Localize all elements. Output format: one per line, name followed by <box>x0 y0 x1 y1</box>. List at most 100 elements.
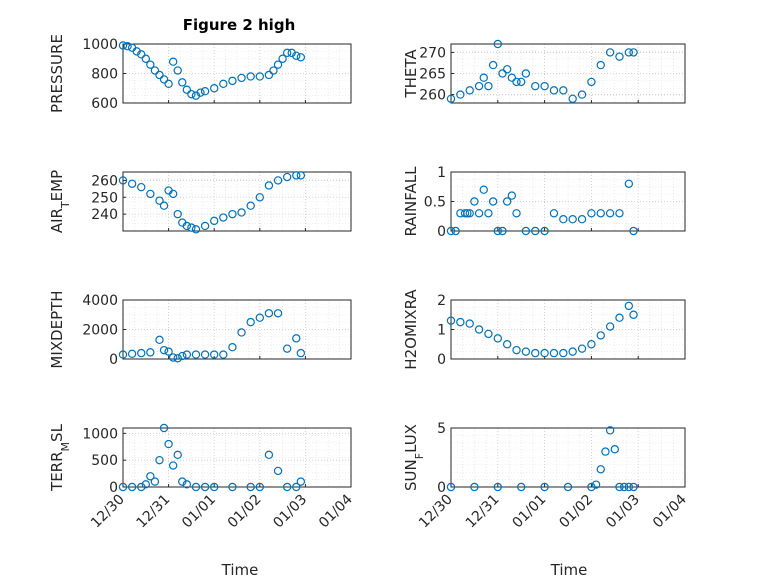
data-point <box>549 86 559 95</box>
y-tick-label: 0 <box>109 480 118 496</box>
data-point <box>159 423 169 433</box>
data-point <box>493 482 502 492</box>
data-point <box>531 81 540 91</box>
data-point <box>521 69 531 78</box>
y-axis-label: SUNFLUX <box>402 424 426 491</box>
data-point <box>168 189 178 199</box>
data-point <box>624 301 634 311</box>
data-point <box>470 197 479 206</box>
subplot-mixdepth: 0 2000 4000 MIXDEPTH <box>48 290 352 369</box>
data-point <box>488 197 498 206</box>
y-tick-label: 800 <box>91 67 118 83</box>
data-point <box>292 171 301 180</box>
data-point <box>292 482 301 492</box>
data-point <box>493 39 502 49</box>
data-point <box>200 350 210 359</box>
data-point <box>512 77 521 87</box>
y-tick-label: 600 <box>91 96 118 112</box>
data-point <box>629 48 638 57</box>
data-point <box>273 309 283 318</box>
data-point <box>191 225 201 234</box>
data-point <box>605 322 615 331</box>
subplot-h2omixra: 0 1 2 H2OMIXRA <box>402 289 686 370</box>
data-point <box>273 176 283 185</box>
data-point <box>246 201 255 210</box>
data-point <box>127 482 137 492</box>
data-point <box>479 73 488 82</box>
y-tick-label: 1000 <box>82 37 118 53</box>
data-point <box>155 70 164 80</box>
data-point <box>484 81 493 91</box>
data-point <box>137 50 146 59</box>
data-point <box>146 348 155 357</box>
data-point <box>624 179 634 188</box>
y-tick-label: 265 <box>419 67 446 83</box>
data-point <box>182 480 192 489</box>
data-point <box>591 480 601 489</box>
data-point <box>173 66 182 75</box>
data-point <box>296 171 306 180</box>
data-point <box>237 208 246 217</box>
data-point <box>168 461 178 470</box>
data-point <box>629 482 638 492</box>
data-point <box>141 54 150 63</box>
data-point <box>465 86 474 95</box>
data-point <box>498 69 507 78</box>
y-axis-label: AIRTEMP <box>48 170 72 233</box>
data-point <box>264 450 274 460</box>
data-point <box>137 348 146 358</box>
data-point <box>273 466 283 476</box>
data-point <box>484 329 493 339</box>
data-point <box>596 60 605 70</box>
data-point <box>474 81 484 91</box>
y-tick-label: 0 <box>437 224 446 240</box>
data-point <box>127 349 137 359</box>
axes-box <box>450 427 686 488</box>
data-point <box>465 319 474 328</box>
data-point <box>237 328 246 337</box>
data-point <box>549 348 559 358</box>
data-point <box>502 65 512 74</box>
data-point <box>173 209 182 219</box>
y-tick-label: 2000 <box>82 323 118 339</box>
data-point <box>182 350 192 359</box>
data-point <box>246 72 255 81</box>
data-point <box>456 90 465 99</box>
y-tick-label: 2 <box>437 293 446 309</box>
data-point <box>159 75 169 84</box>
data-point <box>493 334 502 343</box>
data-point <box>182 85 192 94</box>
data-point <box>150 477 160 486</box>
data-point <box>159 201 169 210</box>
data-point <box>587 340 596 349</box>
data-point <box>282 48 292 58</box>
data-point <box>164 439 173 449</box>
axes-box <box>122 171 352 232</box>
data-point <box>451 226 460 236</box>
data-point <box>282 482 292 492</box>
data-point <box>296 348 306 358</box>
data-point <box>596 465 605 474</box>
y-tick-label: 260 <box>419 88 446 104</box>
data-point <box>446 94 456 103</box>
data-point <box>577 90 587 99</box>
data-point <box>237 73 246 83</box>
data-point <box>219 213 228 222</box>
data-point <box>559 348 568 358</box>
data-point <box>191 350 201 359</box>
data-point <box>155 335 164 345</box>
data-point <box>137 482 146 492</box>
data-point <box>601 447 610 456</box>
y-tick-label: 0.5 <box>424 195 446 211</box>
data-point <box>182 221 192 231</box>
data-point <box>209 216 219 226</box>
data-point <box>479 185 488 194</box>
data-point <box>521 347 531 356</box>
data-point <box>460 209 470 218</box>
y-tick-label: 250 <box>91 190 118 206</box>
data-point <box>531 226 540 236</box>
data-point <box>615 52 624 61</box>
data-point <box>619 482 629 492</box>
data-point <box>200 86 210 96</box>
